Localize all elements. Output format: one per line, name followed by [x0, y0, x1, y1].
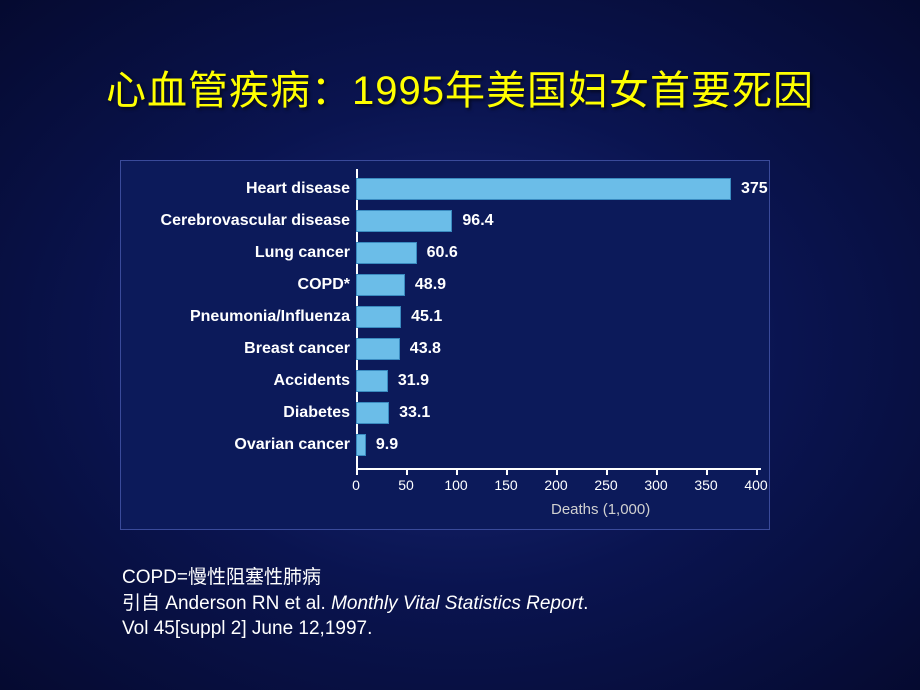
footnote-line3: Vol 45[suppl 2] June 12,1997. [122, 616, 588, 642]
x-tick-label: 200 [544, 477, 567, 493]
bar [356, 306, 401, 328]
x-tick-label: 50 [398, 477, 414, 493]
value-label: 9.9 [376, 436, 398, 454]
bar [356, 370, 388, 392]
x-axis [356, 468, 761, 470]
value-label: 43.8 [410, 340, 441, 358]
category-label: Breast cancer [121, 340, 356, 358]
footnote-line1: COPD=慢性阻塞性肺病 [122, 565, 588, 591]
category-label: Heart disease [121, 180, 356, 198]
category-label: Pneumonia/Influenza [121, 308, 356, 326]
x-tick [356, 468, 358, 475]
bar-zone: 33.1 [356, 397, 769, 429]
x-tick [606, 468, 608, 475]
value-label: 31.9 [398, 372, 429, 390]
bar-zone: 31.9 [356, 365, 769, 397]
chart-row: COPD* 48.9 [121, 269, 769, 301]
bar [356, 402, 389, 424]
footnote: COPD=慢性阻塞性肺病 引自 Anderson RN et al. Month… [122, 565, 588, 642]
bar-zone: 43.8 [356, 333, 769, 365]
slide-title: 心血管疾病：1995年美国妇女首要死因 [0, 0, 920, 116]
chart-row: Breast cancer 43.8 [121, 333, 769, 365]
x-tick-label: 0 [352, 477, 360, 493]
chart-row: Ovarian cancer 9.9 [121, 429, 769, 461]
title-text: 心血管疾病：1995年美国妇女首要死因 [106, 69, 814, 113]
bar [356, 242, 417, 264]
bar-zone: 375 [356, 173, 769, 205]
chart-row: Pneumonia/Influenza 45.1 [121, 301, 769, 333]
category-label: Diabetes [121, 404, 356, 422]
x-tick [706, 468, 708, 475]
x-tick-label: 150 [494, 477, 517, 493]
value-label: 33.1 [399, 404, 430, 422]
bar [356, 434, 366, 456]
x-tick [456, 468, 458, 475]
x-tick [506, 468, 508, 475]
chart-row: Cerebrovascular disease 96.4 [121, 205, 769, 237]
bar-zone: 9.9 [356, 429, 769, 461]
bar-zone: 96.4 [356, 205, 769, 237]
x-tick [556, 468, 558, 475]
category-label: Lung cancer [121, 244, 356, 262]
category-label: COPD* [121, 276, 356, 294]
bar [356, 178, 731, 200]
x-tick-label: 250 [594, 477, 617, 493]
value-label: 48.9 [415, 276, 446, 294]
value-label: 60.6 [427, 244, 458, 262]
x-tick [406, 468, 408, 475]
value-label: 375 [741, 180, 768, 198]
bar-zone: 60.6 [356, 237, 769, 269]
x-axis-label: Deaths (1,000) [551, 501, 650, 518]
chart-row: Lung cancer 60.6 [121, 237, 769, 269]
value-label: 96.4 [462, 212, 493, 230]
x-tick-label: 350 [694, 477, 717, 493]
chart-row: Diabetes 33.1 [121, 397, 769, 429]
x-tick [756, 468, 758, 475]
chart-row: Accidents 31.9 [121, 365, 769, 397]
x-tick-label: 300 [644, 477, 667, 493]
bar [356, 274, 405, 296]
x-tick-label: 400 [744, 477, 767, 493]
category-label: Ovarian cancer [121, 436, 356, 454]
bar-zone: 45.1 [356, 301, 769, 333]
footnote-line2: 引自 Anderson RN et al. Monthly Vital Stat… [122, 591, 588, 617]
chart-row: Heart disease 375 [121, 173, 769, 205]
bar [356, 338, 400, 360]
value-label: 45.1 [411, 308, 442, 326]
category-label: Cerebrovascular disease [121, 212, 356, 230]
bar [356, 210, 452, 232]
x-tick [656, 468, 658, 475]
bar-zone: 48.9 [356, 269, 769, 301]
category-label: Accidents [121, 372, 356, 390]
bar-chart: Deaths (1,000) Heart disease 375 Cerebrova… [120, 160, 770, 530]
x-tick-label: 100 [444, 477, 467, 493]
